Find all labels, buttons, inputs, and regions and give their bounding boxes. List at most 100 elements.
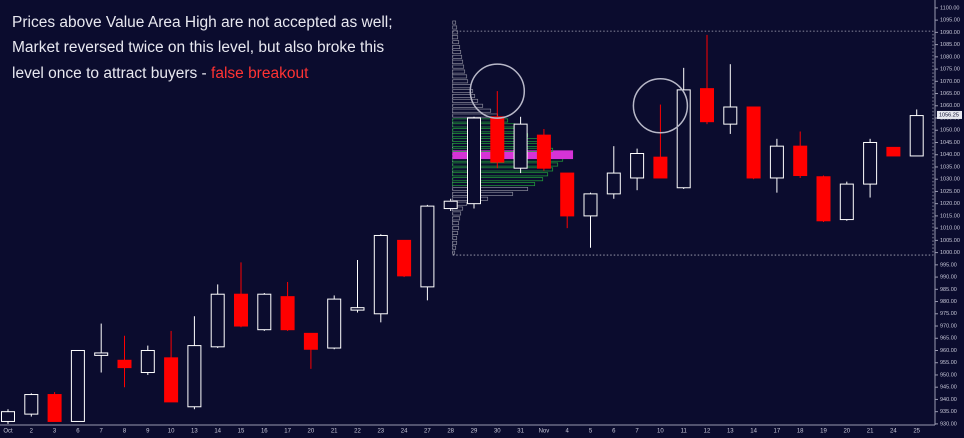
profile-bar [452, 226, 460, 231]
profile-bar [452, 240, 458, 245]
profile-bar [452, 211, 462, 216]
x-tick-label: 13 [191, 429, 198, 435]
profile-bar [452, 250, 456, 255]
candle-body [816, 176, 831, 222]
profile-bar [452, 20, 457, 25]
x-tick-label: 28 [447, 429, 454, 435]
profile-bar [452, 54, 463, 59]
candle-body [327, 298, 342, 349]
profile-bar [452, 187, 529, 191]
candle-body [257, 293, 272, 331]
profile-bar [452, 221, 460, 226]
candle-body [793, 145, 808, 177]
profile-bar [452, 89, 474, 94]
y-tick-label: 960.00 [940, 348, 957, 354]
x-tick-label: 3 [53, 429, 57, 435]
y-tick-label: 1005.00 [940, 238, 960, 244]
x-tick-label: 2 [30, 429, 34, 435]
candle-body [280, 296, 295, 331]
profile-bar [452, 103, 484, 108]
candle-body [24, 394, 39, 415]
x-tick-label: 19 [820, 429, 827, 435]
profile-bar [452, 167, 554, 172]
x-tick-label: 27 [424, 429, 431, 435]
x-tick-label: 14 [750, 429, 757, 435]
x-tick-label: 20 [843, 429, 850, 435]
candle-body [513, 123, 528, 169]
profile-bar [452, 235, 458, 240]
x-tick-label: 9 [146, 429, 150, 435]
candle-body [1, 411, 15, 422]
x-tick-label: 31 [517, 429, 524, 435]
profile-bar [452, 182, 536, 187]
x-tick-label: 4 [566, 429, 570, 435]
profile-bar [452, 172, 549, 177]
x-tick-label: 20 [308, 429, 315, 435]
x-tick-label: 6 [612, 429, 616, 435]
candle-body [490, 116, 505, 163]
annotation-line: level once to attract buyers - false bre… [12, 65, 309, 82]
y-tick-label: 950.00 [940, 372, 957, 378]
candle-body [94, 352, 109, 356]
candle-body [560, 172, 575, 217]
candle-body [397, 239, 412, 277]
x-tick-label: 22 [354, 429, 361, 435]
candle-body [303, 332, 318, 350]
candle-body [653, 156, 668, 179]
x-tick-label: 21 [867, 429, 874, 435]
y-tick-label: 985.00 [940, 287, 957, 293]
poc-bar [452, 150, 574, 160]
x-tick-label: 6 [76, 429, 80, 435]
profile-bar [452, 245, 457, 250]
x-tick-label: 17 [284, 429, 291, 435]
profile-bar [452, 133, 529, 138]
candle-body [583, 193, 598, 217]
y-tick-label: 1020.00 [940, 201, 960, 207]
candle-body [630, 152, 645, 179]
profile-bar [452, 64, 465, 69]
x-tick-label: 16 [261, 429, 268, 435]
x-tick-label: 11 [681, 429, 688, 435]
x-tick-label: 18 [797, 429, 804, 435]
profile-bar [452, 216, 461, 221]
y-tick-label: 990.00 [940, 275, 957, 281]
y-tick-label: 1075.00 [940, 67, 960, 73]
candle-body [420, 205, 435, 288]
y-tick-label: 935.00 [940, 409, 957, 415]
candle-body [700, 88, 714, 123]
candle-body [210, 293, 225, 348]
x-tick-label: 24 [890, 429, 897, 435]
y-tick-label: 1000.00 [940, 250, 960, 256]
candle-body [164, 357, 179, 403]
annotation-text: level once to attract buyers - [12, 65, 211, 82]
candle-body [769, 145, 784, 179]
x-tick-label: 7 [635, 429, 639, 435]
candle-body [746, 106, 761, 179]
x-tick-label: 10 [168, 429, 175, 435]
profile-bar [452, 40, 460, 45]
y-tick-label: 1040.00 [940, 152, 960, 158]
y-tick-label: 1060.00 [940, 103, 960, 109]
x-tick-label: 10 [657, 429, 664, 435]
y-tick-label: 1015.00 [940, 213, 960, 219]
candle-body [536, 134, 551, 169]
x-tick-label: 23 [377, 429, 384, 435]
profile-bar [452, 30, 459, 35]
y-tick-label: 1050.00 [940, 128, 960, 134]
profile-bar [452, 74, 468, 79]
y-tick-label: 1095.00 [940, 18, 960, 24]
y-tick-label: 1030.00 [940, 177, 960, 183]
y-tick-label: 1035.00 [940, 164, 960, 170]
annotation-highlight: false breakout [211, 65, 309, 82]
profile-bar [452, 49, 462, 54]
profile-bar [452, 162, 559, 167]
y-tick-label: 1010.00 [940, 226, 960, 232]
y-tick-label: 930.00 [940, 421, 957, 427]
last-price-box [937, 110, 962, 119]
y-tick-label: 1025.00 [940, 189, 960, 195]
annotation-line: Market reversed twice on this level, but… [12, 39, 384, 56]
x-tick-label: 24 [401, 429, 408, 435]
y-tick-label: 1085.00 [940, 42, 960, 48]
